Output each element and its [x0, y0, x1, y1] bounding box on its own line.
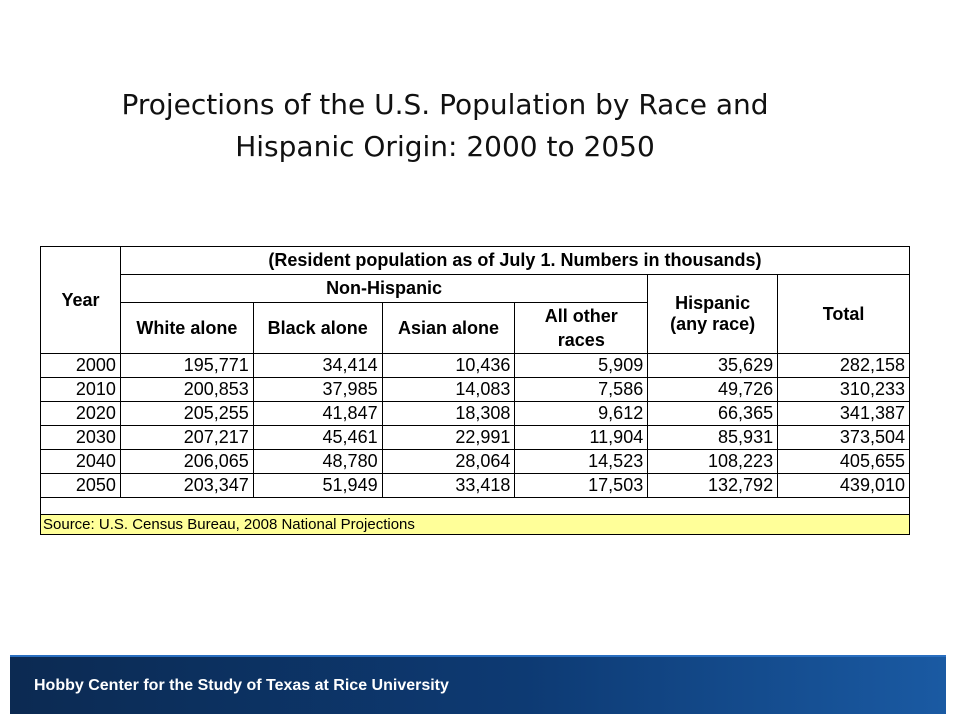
cell-year: 2020 — [40, 401, 121, 426]
header-total: Total — [777, 274, 910, 354]
table-cell: 34,414 — [252, 353, 383, 378]
header-black: Black alone — [252, 302, 383, 354]
header-note: (Resident population as of July 1. Numbe… — [119, 246, 911, 275]
header-asian: Asian alone — [381, 302, 516, 354]
population-table: Year (Resident population as of July 1. … — [40, 246, 911, 522]
slide-title: Projections of the U.S. Population by Ra… — [0, 84, 890, 168]
table-cell: 439,010 — [777, 473, 910, 498]
header-other: All other races — [514, 302, 649, 354]
table-cell: 206,065 — [119, 449, 254, 474]
table-cell: 49,726 — [647, 377, 779, 402]
header-hispanic: Hispanic (any race) — [647, 274, 779, 354]
table-cell: 28,064 — [381, 449, 516, 474]
table-cell: 282,158 — [777, 353, 910, 378]
table-cell: 7,586 — [514, 377, 649, 402]
table-cell: 207,217 — [119, 425, 254, 450]
table-cell: 195,771 — [119, 353, 254, 378]
table-cell: 14,083 — [381, 377, 516, 402]
table-cell: 41,847 — [252, 401, 383, 426]
table-cell: 48,780 — [252, 449, 383, 474]
table-cell: 37,985 — [252, 377, 383, 402]
table-cell: 45,461 — [252, 425, 383, 450]
table-body: 2000 195,771 34,414 10,436 5,909 35,629 282,15… — [40, 353, 910, 522]
header-other-line-1: All other — [544, 306, 618, 326]
cell-year: 2000 — [40, 353, 121, 378]
header-hispanic-line-2: (any race) — [670, 314, 756, 334]
table-cell: 9,612 — [514, 401, 649, 426]
table-cell: 341,387 — [777, 401, 910, 426]
table-cell: 205,255 — [119, 401, 254, 426]
table-cell: 203,347 — [119, 473, 254, 498]
title-line-2: Hispanic Origin: 2000 to 2050 — [235, 130, 655, 163]
cell-year: 2050 — [40, 473, 121, 498]
table-cell: 85,931 — [647, 425, 779, 450]
table-cell: 17,503 — [514, 473, 649, 498]
table-cell: 10,436 — [381, 353, 516, 378]
table-cell: 132,792 — [647, 473, 779, 498]
table-row: 2030 207,217 45,461 22,991 11,904 85,931 373,5… — [40, 425, 910, 450]
table-row: 2010 200,853 37,985 14,083 7,586 49,726 310,23… — [40, 377, 910, 402]
header-year: Year — [40, 246, 121, 354]
table-cell: 51,949 — [252, 473, 383, 498]
table-cell: 11,904 — [514, 425, 649, 450]
table-row: 2050 203,347 51,949 33,418 17,503 132,792 439,… — [40, 473, 910, 498]
header-other-line-2: races — [557, 330, 605, 350]
table-cell: 22,991 — [381, 425, 516, 450]
table-cell: 14,523 — [514, 449, 649, 474]
table-cell: 35,629 — [647, 353, 779, 378]
cell-year: 2040 — [40, 449, 121, 474]
table-cell: 18,308 — [381, 401, 516, 426]
cell-year: 2030 — [40, 425, 121, 450]
table-row: 2000 195,771 34,414 10,436 5,909 35,629 282,15… — [40, 353, 910, 378]
footer-text: Hobby Center for the Study of Texas at R… — [34, 677, 449, 694]
table-cell: 108,223 — [647, 449, 779, 474]
header-hispanic-line-1: Hispanic — [675, 293, 751, 313]
population-table-container: Year (Resident population as of July 1. … — [40, 246, 911, 535]
header-non-hispanic: Non-Hispanic — [119, 274, 649, 303]
table-cell: 310,233 — [777, 377, 910, 402]
table-cell: 33,418 — [381, 473, 516, 498]
table-cell: 373,504 — [777, 425, 910, 450]
table-cell: 200,853 — [119, 377, 254, 402]
header-white: White alone — [119, 302, 254, 354]
table-row: 2020 205,255 41,847 18,308 9,612 66,365 341,38… — [40, 401, 910, 426]
table-cell: 66,365 — [647, 401, 779, 426]
source-note: Source: U.S. Census Bureau, 2008 Nationa… — [41, 514, 909, 534]
table-row: 2040 206,065 48,780 28,064 14,523 108,223 405,… — [40, 449, 910, 474]
footer-bar: Hobby Center for the Study of Texas at R… — [10, 655, 946, 714]
cell-year: 2010 — [40, 377, 121, 402]
table-cell: 405,655 — [777, 449, 910, 474]
title-line-1: Projections of the U.S. Population by Ra… — [121, 88, 769, 121]
table-cell: 5,909 — [514, 353, 649, 378]
